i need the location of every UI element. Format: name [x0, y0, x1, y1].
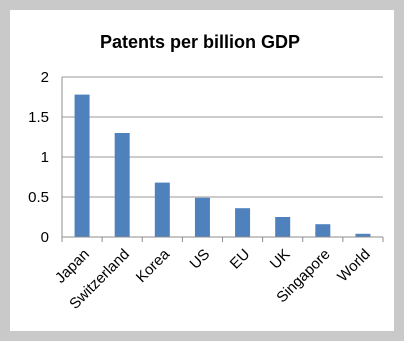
x-tick-label: US — [187, 246, 214, 273]
bar — [114, 133, 130, 237]
x-tick-label: Korea — [133, 245, 174, 286]
x-tick-label: World — [334, 246, 374, 286]
y-tick-label: 1.5 — [28, 109, 49, 126]
x-tick-label: EU — [227, 246, 254, 273]
chart-card: Patents per billion GDP 0 0.5 1 1.5 2 Japan S… — [10, 10, 394, 331]
y-tick-label: 0.5 — [28, 189, 49, 206]
x-tick-label: UK — [267, 246, 294, 273]
bar — [154, 182, 170, 237]
axes — [61, 77, 384, 242]
y-tick-labels: 0 0.5 1 1.5 2 — [28, 69, 49, 246]
bar — [74, 94, 90, 237]
grid-lines — [62, 76, 383, 198]
bar-chart: Patents per billion GDP 00.511.52 JapanS… — [28, 32, 384, 313]
y-tick-label: 2 — [41, 69, 49, 86]
bar — [355, 233, 371, 237]
bar — [275, 217, 291, 237]
chart-title: Patents per billion GDP — [100, 32, 300, 52]
y-tick-label: 1 — [41, 149, 49, 166]
bar — [194, 197, 210, 237]
bars — [74, 94, 371, 237]
bar — [235, 208, 251, 237]
bar — [315, 224, 331, 237]
y-tick-label: 0 — [41, 229, 49, 246]
